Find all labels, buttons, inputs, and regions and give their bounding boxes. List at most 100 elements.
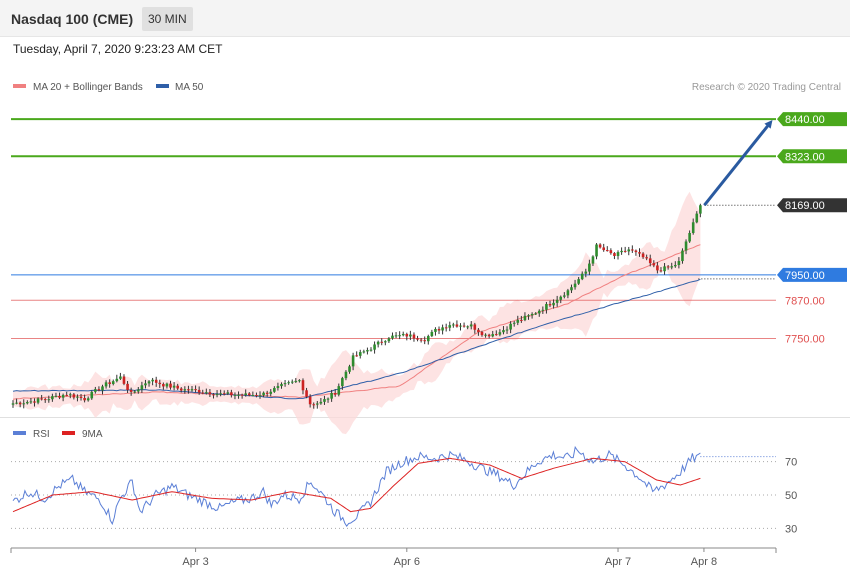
candle: [237, 391, 240, 399]
candle: [459, 323, 462, 331]
candle-body: [190, 389, 194, 391]
candle: [444, 323, 448, 332]
last-price-label: 8169.00: [785, 200, 825, 212]
candle-body: [688, 232, 691, 242]
candle-body: [563, 295, 566, 297]
candle: [276, 382, 280, 391]
candle-body: [212, 394, 215, 396]
candle-body: [237, 394, 240, 396]
candle-body: [244, 393, 247, 396]
candle-body: [165, 383, 169, 387]
candle-body: [588, 263, 591, 272]
candle-body: [169, 383, 172, 388]
candle: [609, 248, 613, 255]
support-label-5: 7750.00: [785, 333, 825, 345]
candle: [165, 382, 169, 389]
candle: [151, 377, 154, 386]
candle-body: [187, 389, 190, 391]
candle: [548, 300, 552, 308]
candle-body: [469, 324, 473, 327]
candle: [677, 257, 681, 269]
candle: [452, 322, 455, 328]
candle-body: [394, 335, 398, 337]
candle-body: [659, 270, 663, 272]
candle-body: [466, 326, 469, 328]
candle: [11, 400, 15, 408]
x-tick-label: Apr 3: [182, 556, 208, 568]
candle: [22, 399, 26, 409]
candle-body: [527, 315, 530, 317]
candle-body: [151, 379, 154, 382]
candle: [86, 396, 90, 402]
candle: [376, 340, 380, 348]
candle: [613, 252, 616, 260]
candle-body: [58, 395, 61, 398]
timeframe-badge[interactable]: 30 MIN: [142, 7, 193, 31]
candle: [197, 386, 201, 395]
candle-body: [283, 383, 287, 385]
candle-body: [301, 380, 305, 391]
candle-body: [595, 244, 598, 257]
candle-body: [477, 329, 480, 333]
candle-body: [645, 257, 648, 259]
candle: [477, 328, 480, 336]
candle: [509, 321, 512, 334]
candle-body: [495, 334, 498, 336]
candle-body: [111, 381, 115, 384]
candle-body: [26, 402, 29, 404]
candle-body: [523, 315, 527, 321]
candle-body: [129, 389, 133, 392]
candle-body: [670, 266, 674, 268]
candle: [484, 333, 487, 338]
candle: [358, 349, 362, 359]
ma50-swatch: [156, 84, 169, 88]
candle-body: [566, 290, 570, 296]
rsi-swatch: [13, 431, 26, 435]
candle: [244, 389, 247, 397]
candle-body: [366, 350, 369, 352]
candle-body: [22, 403, 26, 405]
candle: [194, 385, 197, 393]
candle-body: [222, 393, 226, 395]
candle: [648, 254, 652, 267]
candle-body: [573, 283, 577, 288]
candle-body: [634, 250, 638, 253]
candle: [333, 389, 337, 397]
candle: [541, 306, 545, 314]
candle-body: [36, 398, 40, 403]
candle: [273, 386, 276, 393]
candle: [215, 390, 219, 398]
candle-body: [61, 394, 65, 398]
rsi-panel: 70 50 30: [11, 445, 797, 535]
candle-body: [570, 287, 573, 291]
candle-body: [509, 323, 512, 330]
candle-body: [609, 250, 613, 254]
candle-body: [695, 213, 699, 223]
candle: [94, 386, 97, 394]
candle-body: [240, 394, 244, 396]
candle-body: [462, 325, 466, 327]
candle: [169, 380, 172, 390]
candle: [26, 400, 29, 405]
candle-body: [68, 394, 72, 396]
forecast-arrow: [703, 119, 773, 207]
candle: [430, 329, 434, 338]
candle-body: [552, 302, 555, 306]
candle: [122, 374, 126, 386]
candle-body: [405, 333, 409, 337]
candle-body: [631, 249, 634, 251]
candle: [348, 364, 351, 374]
candle-body: [434, 328, 437, 332]
candle-body: [358, 352, 362, 356]
candle-body: [33, 401, 36, 403]
candle-body: [602, 247, 605, 251]
candle-body: [691, 222, 695, 233]
candle-body: [76, 396, 79, 398]
candle: [387, 337, 391, 343]
candle-body: [140, 385, 144, 390]
candle: [83, 394, 86, 403]
x-axis: Apr 3 Apr 6 Apr 7 Apr 8: [10, 547, 777, 568]
candle-body: [613, 253, 616, 256]
candle: [502, 326, 505, 335]
